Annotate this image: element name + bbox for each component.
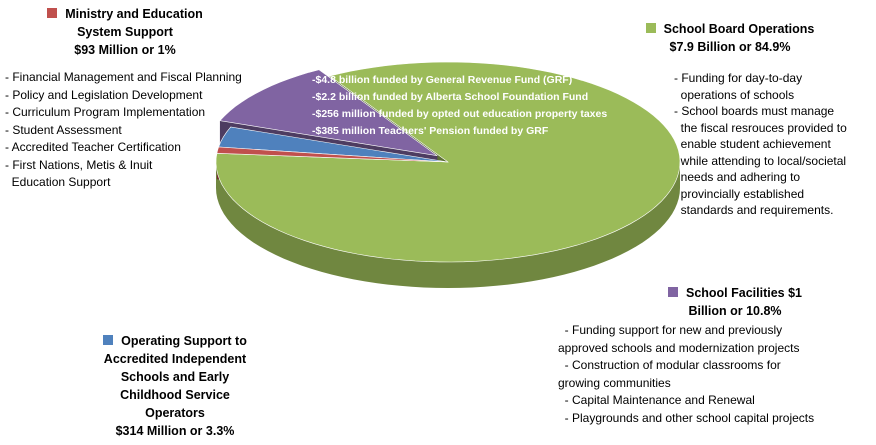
pie-slice-3 (216, 146, 449, 163)
operating-support-title-line2: Accredited Independent (103, 352, 247, 366)
school-board-item: enable student achievement (674, 137, 831, 151)
ministry-item: - Curriculum Program Implementation (5, 105, 206, 119)
school-facilities-item: - Construction of modular classrooms for (558, 358, 781, 372)
ministry-swatch (47, 8, 58, 18)
school-board-item: standards and requirements. (674, 203, 834, 217)
ministry-items: - Financial Management and Fiscal Planni… (5, 69, 242, 192)
school-facilities-amount: Billion or 10.8% (688, 304, 782, 318)
funding-sources-label: -$4.8 billion funded by General Revenue … (312, 72, 607, 140)
school-board-item: provincially established (674, 186, 805, 201)
school-board-item: the fiscal resrouces provided to (674, 120, 847, 135)
ministry-title-line2: System Support (77, 25, 173, 39)
operating-support-swatch (103, 335, 114, 345)
ministry-item: - Policy and Legislation Development (5, 87, 203, 102)
school-board-swatch (645, 23, 656, 33)
school-facilities-item: approved schools and modernization proje… (558, 340, 800, 355)
ministry-item: Education Support (5, 175, 111, 189)
school-board-item: - School boards must manage (674, 104, 835, 118)
funding-source: -$4.8 billion funded by General Revenue … (312, 74, 573, 86)
school-board-item: operations of schools (674, 87, 795, 102)
legend-school-facilities: School Facilities $1 Billion or 10.8% (640, 284, 830, 320)
pie-side-0 (216, 162, 680, 288)
ministry-item: - First Nations, Metis & Inuit (5, 157, 153, 172)
school-facilities-item: - Funding support for new and previously (558, 323, 783, 337)
ministry-amount: $93 Million or 1% (74, 43, 176, 57)
school-facilities-item: - Playgrounds and other school capital p… (558, 410, 815, 425)
legend-ministry: Ministry and Education System Support $9… (20, 5, 230, 59)
legend-school-board: School Board Operations $7.9 Billion or … (625, 20, 835, 56)
school-board-amount: $7.9 Billion or 84.9% (669, 40, 791, 54)
ministry-item: - Accredited Teacher Certification (5, 140, 181, 154)
ministry-item: - Financial Management and Fiscal Planni… (5, 70, 242, 84)
funding-source: -$256 million funded by opted out educat… (312, 108, 608, 120)
legend-operating-support: Operating Support to Accredited Independ… (70, 332, 280, 440)
operating-support-title-line1: Operating Support to (121, 334, 247, 348)
school-board-title: School Board Operations (663, 22, 815, 36)
operating-support-title-line3: Schools and Early (120, 370, 230, 384)
operating-support-title-line4: Childhood Service (120, 388, 230, 402)
school-facilities-item: - Capital Maintenance and Renewal (558, 393, 755, 407)
school-facilities-title: School Facilities $1 (685, 286, 802, 300)
pie-tops (215, 61, 681, 263)
school-board-items: - Funding for day-to-day operations of s… (674, 70, 872, 219)
funding-source: -$385 million Teachers' Pension funded b… (312, 125, 549, 137)
ministry-item: - Student Assessment (5, 122, 122, 137)
school-facilities-items: - Funding support for new and previously… (558, 322, 814, 427)
funding-source: -$2.2 billion funded by Alberta School F… (312, 91, 589, 103)
operating-support-amount: $314 Million or 3.3% (115, 424, 235, 438)
school-board-item: - Funding for day-to-day (674, 71, 803, 85)
pie-slice-1 (219, 69, 438, 157)
ministry-title-line1: Ministry and Education (65, 7, 203, 21)
school-board-item: while attending to local/societal (674, 153, 847, 168)
school-board-item: needs and adhering to (674, 170, 801, 184)
school-facilities-item: growing communities (558, 375, 671, 390)
operating-support-title-line5: Operators (145, 406, 205, 420)
school-facilities-swatch (667, 287, 678, 297)
